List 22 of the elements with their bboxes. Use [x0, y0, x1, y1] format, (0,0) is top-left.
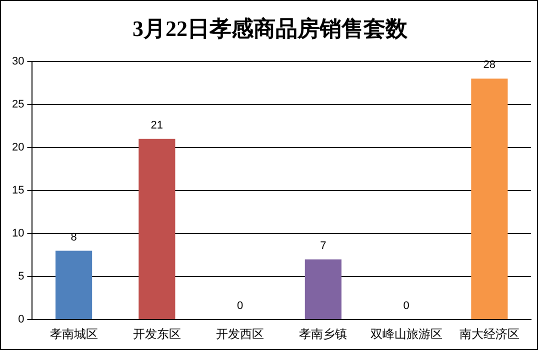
- data-label: 0: [236, 300, 244, 312]
- y-tick-label: 15: [12, 184, 24, 197]
- data-label: 7: [320, 240, 326, 252]
- chart-title: 3月22日孝感商品房销售套数: [132, 16, 408, 41]
- data-label: 0: [403, 300, 410, 312]
- bar: [471, 78, 508, 320]
- bar: [138, 138, 176, 320]
- y-tick-label: 20: [12, 142, 24, 154]
- x-tick-label: 南大经济区: [459, 327, 520, 342]
- x-tick-label: 开发西区: [216, 327, 264, 342]
- y-tick-label: 10: [12, 228, 24, 240]
- x-tick-label: 孝南城区: [50, 327, 98, 342]
- y-tick-label: 30: [12, 55, 24, 68]
- x-tick-label: 双峰山旅游区: [370, 327, 442, 342]
- x-tick-label: 孝南乡镇: [299, 327, 348, 342]
- data-label: 21: [150, 119, 164, 132]
- y-tick-label: 0: [18, 314, 24, 326]
- bar: [56, 250, 92, 320]
- y-tick-label: 5: [18, 270, 24, 283]
- x-tick-label: 开发东区: [132, 327, 181, 342]
- y-tick-label: 25: [12, 98, 24, 110]
- bar: [304, 259, 342, 320]
